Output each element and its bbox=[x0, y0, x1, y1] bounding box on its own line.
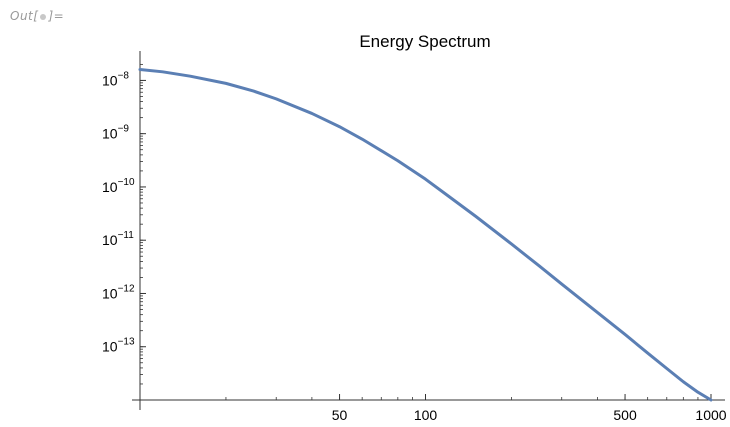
y-tick-label: 10−9 bbox=[102, 124, 129, 142]
y-tick-label: 10−12 bbox=[102, 283, 135, 301]
y-tick-base: 10 bbox=[102, 126, 118, 142]
y-tick-base: 10 bbox=[102, 179, 118, 195]
plot-area bbox=[138, 68, 713, 402]
series-line bbox=[138, 68, 713, 402]
y-tick-exponent: −12 bbox=[118, 283, 135, 294]
y-tick-base: 10 bbox=[102, 339, 118, 355]
y-tick-base: 10 bbox=[102, 232, 118, 248]
x-tick-label: 50 bbox=[332, 407, 348, 423]
y-tick-exponent: −10 bbox=[118, 177, 135, 188]
y-tick-exponent: −13 bbox=[118, 337, 135, 348]
y-tick-exponent: −9 bbox=[118, 124, 130, 135]
x-tick-label: 100 bbox=[414, 407, 438, 423]
x-tick-label: 500 bbox=[613, 407, 637, 423]
y-tick-label: 10−8 bbox=[102, 70, 129, 88]
out-suffix: ]= bbox=[48, 9, 65, 23]
y-tick-label: 10−13 bbox=[102, 337, 135, 355]
y-tick-exponent: −11 bbox=[118, 230, 135, 241]
x-tick-label: 1000 bbox=[695, 407, 726, 423]
y-tick-exponent: −8 bbox=[118, 70, 130, 81]
y-tick-base: 10 bbox=[102, 285, 118, 301]
y-tick-base: 10 bbox=[102, 72, 118, 88]
chart-title: Energy Spectrum bbox=[359, 32, 490, 51]
output-cell-label: Out[ ]= bbox=[10, 9, 64, 23]
out-prefix: Out[ bbox=[10, 9, 39, 23]
y-tick-label: 10−11 bbox=[102, 230, 134, 248]
y-tick-label: 10−10 bbox=[102, 177, 135, 195]
cell-dot-icon bbox=[40, 13, 47, 20]
